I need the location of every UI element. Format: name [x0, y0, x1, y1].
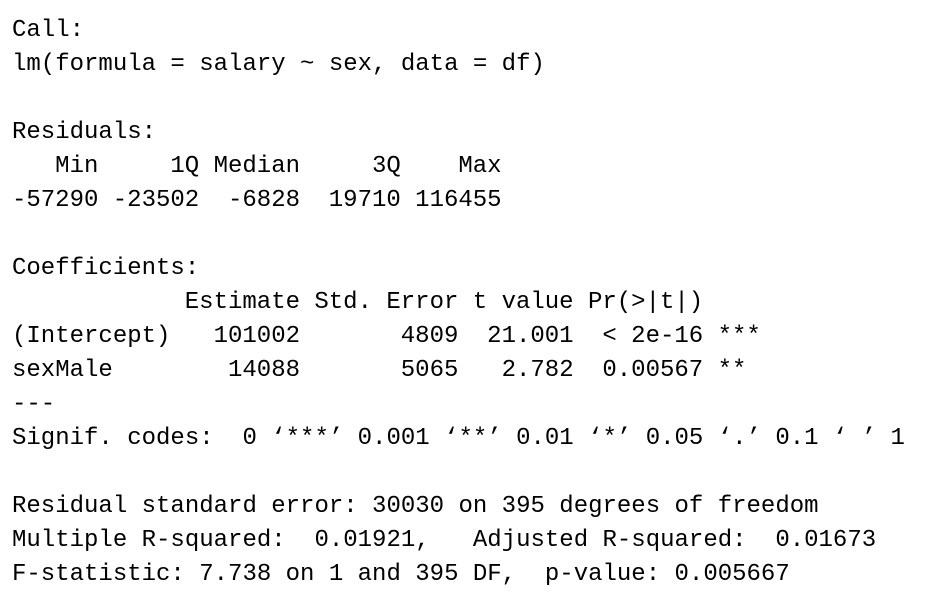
summary-line: Residual standard error: 30030 on 395 de… — [12, 493, 819, 520]
coef-stars: ** — [718, 357, 747, 384]
coef-cell: 4809 — [401, 323, 459, 350]
residual-header: Min — [55, 153, 98, 180]
coef-cell: 101002 — [214, 323, 300, 350]
residual-header: Median — [214, 153, 300, 180]
coef-cell: 14088 — [228, 357, 300, 384]
coef-cell: < 2e-16 — [602, 323, 703, 350]
residual-header: Max — [458, 153, 501, 180]
coef-header: Estimate — [185, 289, 300, 316]
coef-stars: *** — [718, 323, 761, 350]
coefficients-label: Coefficients: — [12, 255, 199, 282]
coef-cell: 0.00567 — [602, 357, 703, 384]
coef-cell: 2.782 — [502, 357, 574, 384]
residual-header: 1Q — [170, 153, 199, 180]
residual-value: -6828 — [228, 187, 300, 214]
residual-value: 116455 — [415, 187, 501, 214]
separator: --- — [12, 391, 55, 418]
residual-value: 19710 — [329, 187, 401, 214]
coef-header: Std. Error — [314, 289, 458, 316]
signif-codes: Signif. codes: 0 ‘***’ 0.001 ‘**’ 0.01 ‘… — [12, 425, 905, 452]
coef-cell: 21.001 — [487, 323, 573, 350]
residual-value: -57290 — [12, 187, 98, 214]
summary-line: Multiple R-squared: 0.01921, Adjusted R-… — [12, 527, 876, 554]
summary-line: F-statistic: 7.738 on 1 and 395 DF, p-va… — [12, 561, 790, 588]
call-label: Call: — [12, 17, 84, 44]
call-formula: lm(formula = salary ~ sex, data = df) — [12, 51, 545, 78]
coef-header: Pr(>|t|) — [588, 289, 703, 316]
residual-value: -23502 — [113, 187, 199, 214]
coef-header: t value — [473, 289, 574, 316]
residual-header: 3Q — [372, 153, 401, 180]
coef-name: sexMale — [12, 357, 113, 384]
residuals-label: Residuals: — [12, 119, 156, 146]
coef-cell: 5065 — [401, 357, 459, 384]
coef-name: (Intercept) — [12, 323, 170, 350]
